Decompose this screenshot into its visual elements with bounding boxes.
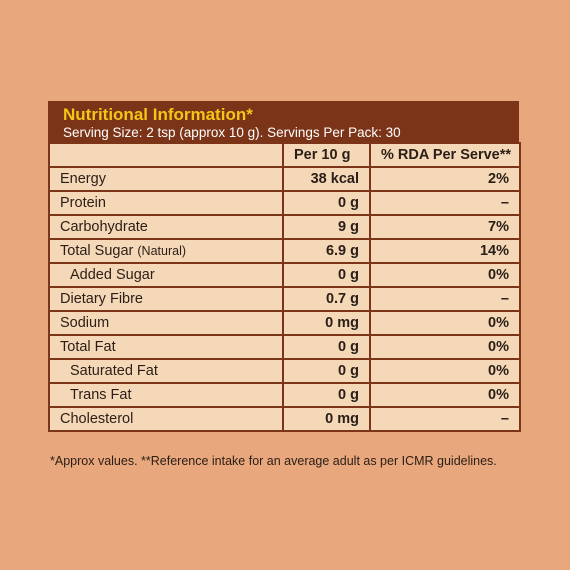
nutrient-per-10g: 0 g	[282, 262, 371, 288]
nutrient-per-10g: 9 g	[282, 214, 371, 240]
nutrient-name-cell: Total Sugar (Natural)	[48, 238, 284, 264]
table-row: Cholesterol 0 mg –	[48, 406, 521, 432]
nutrient-rda: 0%	[369, 382, 521, 408]
nutrient-name: Carbohydrate	[48, 214, 284, 240]
nutrient-rda: 0%	[369, 310, 521, 336]
nutrient-per-10g: 0 mg	[282, 310, 371, 336]
nutrient-name: Sodium	[48, 310, 284, 336]
nutrient-per-10g: 38 kcal	[282, 166, 371, 192]
nutrient-per-10g: 0 g	[282, 382, 371, 408]
nutrient-name: Protein	[48, 190, 284, 216]
table-row: Carbohydrate 9 g 7%	[48, 214, 521, 240]
column-header-nutrient	[48, 142, 284, 168]
nutrition-header: Nutritional Information* Serving Size: 2…	[48, 101, 519, 142]
nutrient-per-10g: 0 g	[282, 334, 371, 360]
nutrient-per-10g: 0.7 g	[282, 286, 371, 312]
nutrient-per-10g: 6.9 g	[282, 238, 371, 264]
table-header-row: Per 10 g % RDA Per Serve**	[48, 142, 521, 168]
nutrient-rda: –	[369, 190, 521, 216]
table-row: Added Sugar 0 g 0%	[48, 262, 521, 288]
nutrient-rda: 0%	[369, 358, 521, 384]
nutrition-panel: Nutritional Information* Serving Size: 2…	[48, 101, 521, 432]
nutrition-table: Per 10 g % RDA Per Serve** Energy 38 kca…	[48, 142, 521, 432]
table-row: Protein 0 g –	[48, 190, 521, 216]
nutrient-note: (Natural)	[137, 244, 187, 258]
nutrient-name: Total Fat	[48, 334, 284, 360]
column-header-rda: % RDA Per Serve**	[369, 142, 521, 168]
nutrient-rda: –	[369, 406, 521, 432]
nutrient-name: Trans Fat	[48, 382, 284, 408]
table-row: Saturated Fat 0 g 0%	[48, 358, 521, 384]
nutrient-name: Saturated Fat	[48, 358, 284, 384]
table-row: Dietary Fibre 0.7 g –	[48, 286, 521, 312]
nutrient-rda: 2%	[369, 166, 521, 192]
table-row: Total Fat 0 g 0%	[48, 334, 521, 360]
nutrient-name: Total Sugar	[60, 243, 134, 259]
nutrient-rda: –	[369, 286, 521, 312]
nutrient-rda: 0%	[369, 334, 521, 360]
table-row: Sodium 0 mg 0%	[48, 310, 521, 336]
nutrient-name: Energy	[48, 166, 284, 192]
column-header-per-10g: Per 10 g	[282, 142, 371, 168]
serving-info: Serving Size: 2 tsp (approx 10 g). Servi…	[63, 125, 401, 140]
table-row: Trans Fat 0 g 0%	[48, 382, 521, 408]
nutrient-per-10g: 0 g	[282, 358, 371, 384]
table-row: Total Sugar (Natural) 6.9 g 14%	[48, 238, 521, 264]
nutrient-name: Added Sugar	[48, 262, 284, 288]
nutrient-per-10g: 0 mg	[282, 406, 371, 432]
nutrient-name: Cholesterol	[48, 406, 284, 432]
nutrient-name: Dietary Fibre	[48, 286, 284, 312]
nutrition-title: Nutritional Information*	[63, 105, 253, 124]
nutrient-rda: 7%	[369, 214, 521, 240]
table-row: Energy 38 kcal 2%	[48, 166, 521, 192]
nutrient-per-10g: 0 g	[282, 190, 371, 216]
footnote: *Approx values. **Reference intake for a…	[50, 454, 497, 468]
nutrient-rda: 14%	[369, 238, 521, 264]
nutrient-rda: 0%	[369, 262, 521, 288]
